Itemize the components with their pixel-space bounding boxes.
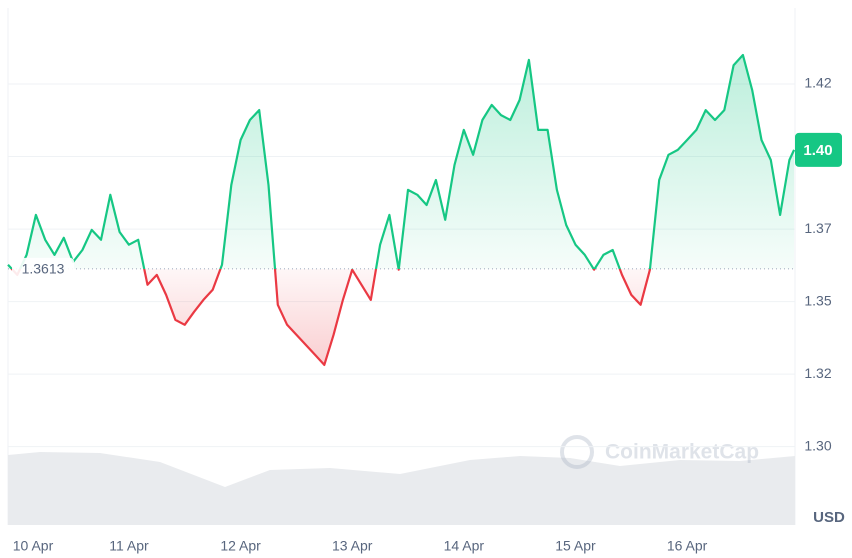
x-tick-label: 10 Apr (13, 538, 54, 554)
x-tick-label: 11 Apr (109, 538, 149, 554)
y-tick-label: 1.32 (804, 365, 831, 381)
x-tick-label: 14 Apr (444, 538, 485, 554)
current-price-label: 1.40 (803, 142, 832, 159)
price-line (7, 53, 796, 366)
y-tick-label: 1.37 (804, 220, 831, 236)
baseline-label-box (12, 257, 74, 280)
y-tick-label: 1.30 (804, 437, 831, 453)
x-tick-label: 16 Apr (667, 538, 708, 554)
x-tick-label: 15 Apr (555, 538, 596, 554)
y-tick-label: 1.42 (804, 75, 831, 91)
x-tick-label: 12 Apr (220, 538, 261, 554)
volume-area (8, 452, 795, 525)
price-area (8, 55, 795, 365)
baseline-label: 1.3613 (22, 261, 65, 277)
current-price-box (795, 132, 842, 167)
watermark-text: CoinMarketCap (605, 441, 759, 464)
y-tick-label: 1.35 (804, 292, 831, 308)
x-tick-label: 13 Apr (332, 538, 373, 554)
y-unit: USD (813, 509, 845, 526)
watermark-logo (560, 435, 594, 469)
